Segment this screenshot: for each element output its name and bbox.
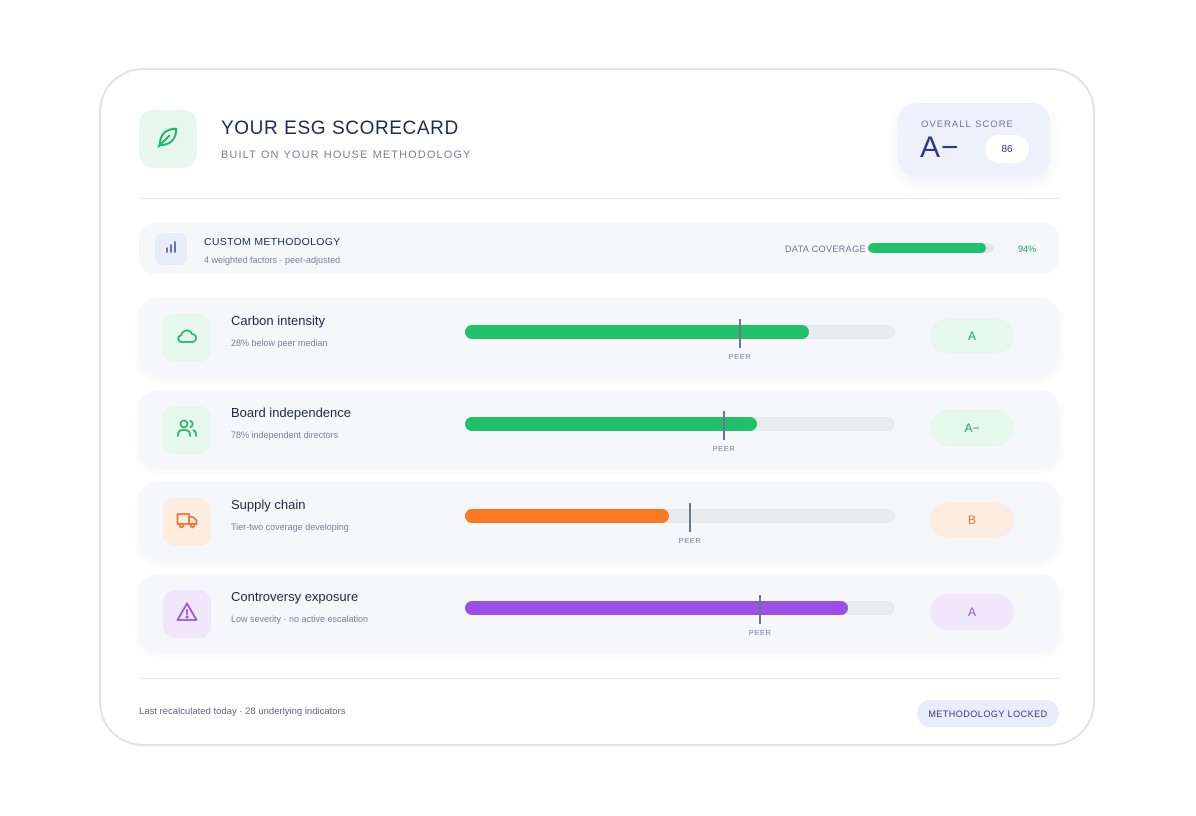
factor-subtitle: 78% independent directors — [231, 430, 339, 440]
factor-row-carbon-intensity: Carbon intensity 28% below peer median P… — [139, 298, 1059, 376]
factor-icon-tile — [163, 406, 211, 454]
factor-grade-badge: A — [930, 594, 1014, 630]
factor-title: Controversy exposure — [231, 589, 359, 604]
cloud-icon — [175, 324, 199, 353]
bar-chart-icon — [163, 239, 179, 260]
truck-icon — [175, 508, 199, 537]
header-divider — [139, 198, 1059, 199]
factor-row-board-independence: Board independence 78% independent direc… — [139, 390, 1059, 468]
factor-row-controversy-exposure: Controversy exposure Low severity · no a… — [139, 574, 1059, 652]
peer-label: PEER — [748, 628, 772, 637]
methodology-title: CUSTOM METHODOLOGY — [204, 236, 341, 248]
factor-subtitle: 28% below peer median — [231, 338, 328, 348]
data-coverage-label: DATA COVERAGE — [785, 244, 866, 254]
factor-icon-tile — [163, 590, 211, 638]
factor-score-fill — [465, 601, 848, 615]
peer-label: PEER — [712, 444, 736, 453]
peer-marker — [723, 411, 725, 440]
factor-row-supply-chain: Supply chain Tier-two coverage developin… — [139, 482, 1059, 560]
users-icon — [175, 416, 199, 445]
scorecard-card: YOUR ESG SCORECARD BUILT ON YOUR HOUSE M… — [99, 68, 1095, 746]
factor-title: Carbon intensity — [231, 313, 325, 328]
factor-icon-tile — [163, 314, 211, 362]
factor-score-fill — [465, 417, 758, 431]
overall-grade: A− — [920, 131, 960, 164]
peer-marker — [738, 319, 741, 348]
factor-title: Supply chain — [231, 497, 306, 512]
methodology-banner: CUSTOM METHODOLOGY 4 weighted factors · … — [139, 223, 1059, 274]
page-title: YOUR ESG SCORECARD — [221, 118, 459, 139]
factor-score-bar: PEER — [465, 503, 895, 545]
factor-score-fill — [465, 325, 809, 339]
overall-score-label: OVERALL SCORE — [921, 119, 1014, 130]
page-subtitle: BUILT ON YOUR HOUSE METHODOLOGY — [221, 149, 472, 161]
warning-triangle-icon — [175, 600, 199, 629]
methodology-icon-tile — [155, 233, 187, 265]
logo-tile — [139, 110, 197, 168]
data-coverage-percent: 94% — [1018, 244, 1037, 254]
methodology-subtitle: 4 weighted factors · peer-adjusted — [204, 255, 341, 265]
footer-status-text: Last recalculated today · 28 underlying … — [139, 706, 346, 717]
factor-subtitle: Low severity · no active escalation — [231, 614, 369, 624]
peer-marker — [689, 503, 692, 532]
factor-grade-badge: A — [930, 318, 1014, 354]
factor-score-bar: PEER — [465, 319, 895, 361]
factor-score-fill — [465, 509, 670, 523]
leaf-icon — [154, 123, 182, 156]
overall-score-card: OVERALL SCORE A− 86 — [898, 103, 1050, 176]
peer-label: PEER — [728, 352, 752, 361]
factor-subtitle: Tier-two coverage developing — [231, 522, 349, 532]
factor-score-bar: PEER — [465, 595, 895, 637]
data-coverage-bar — [868, 243, 994, 253]
overall-score-value: 86 — [985, 135, 1029, 163]
factor-title: Board independence — [231, 405, 351, 420]
factor-score-bar: PEER — [465, 411, 895, 453]
peer-label: PEER — [678, 536, 702, 545]
footer-divider — [139, 678, 1059, 679]
factor-icon-tile — [163, 498, 211, 546]
methodology-locked-badge: METHODOLOGY LOCKED — [917, 700, 1059, 727]
factor-grade-badge: A− — [930, 410, 1014, 446]
peer-marker — [759, 595, 762, 624]
factor-grade-badge: B — [930, 502, 1014, 538]
data-coverage-fill — [868, 243, 987, 253]
